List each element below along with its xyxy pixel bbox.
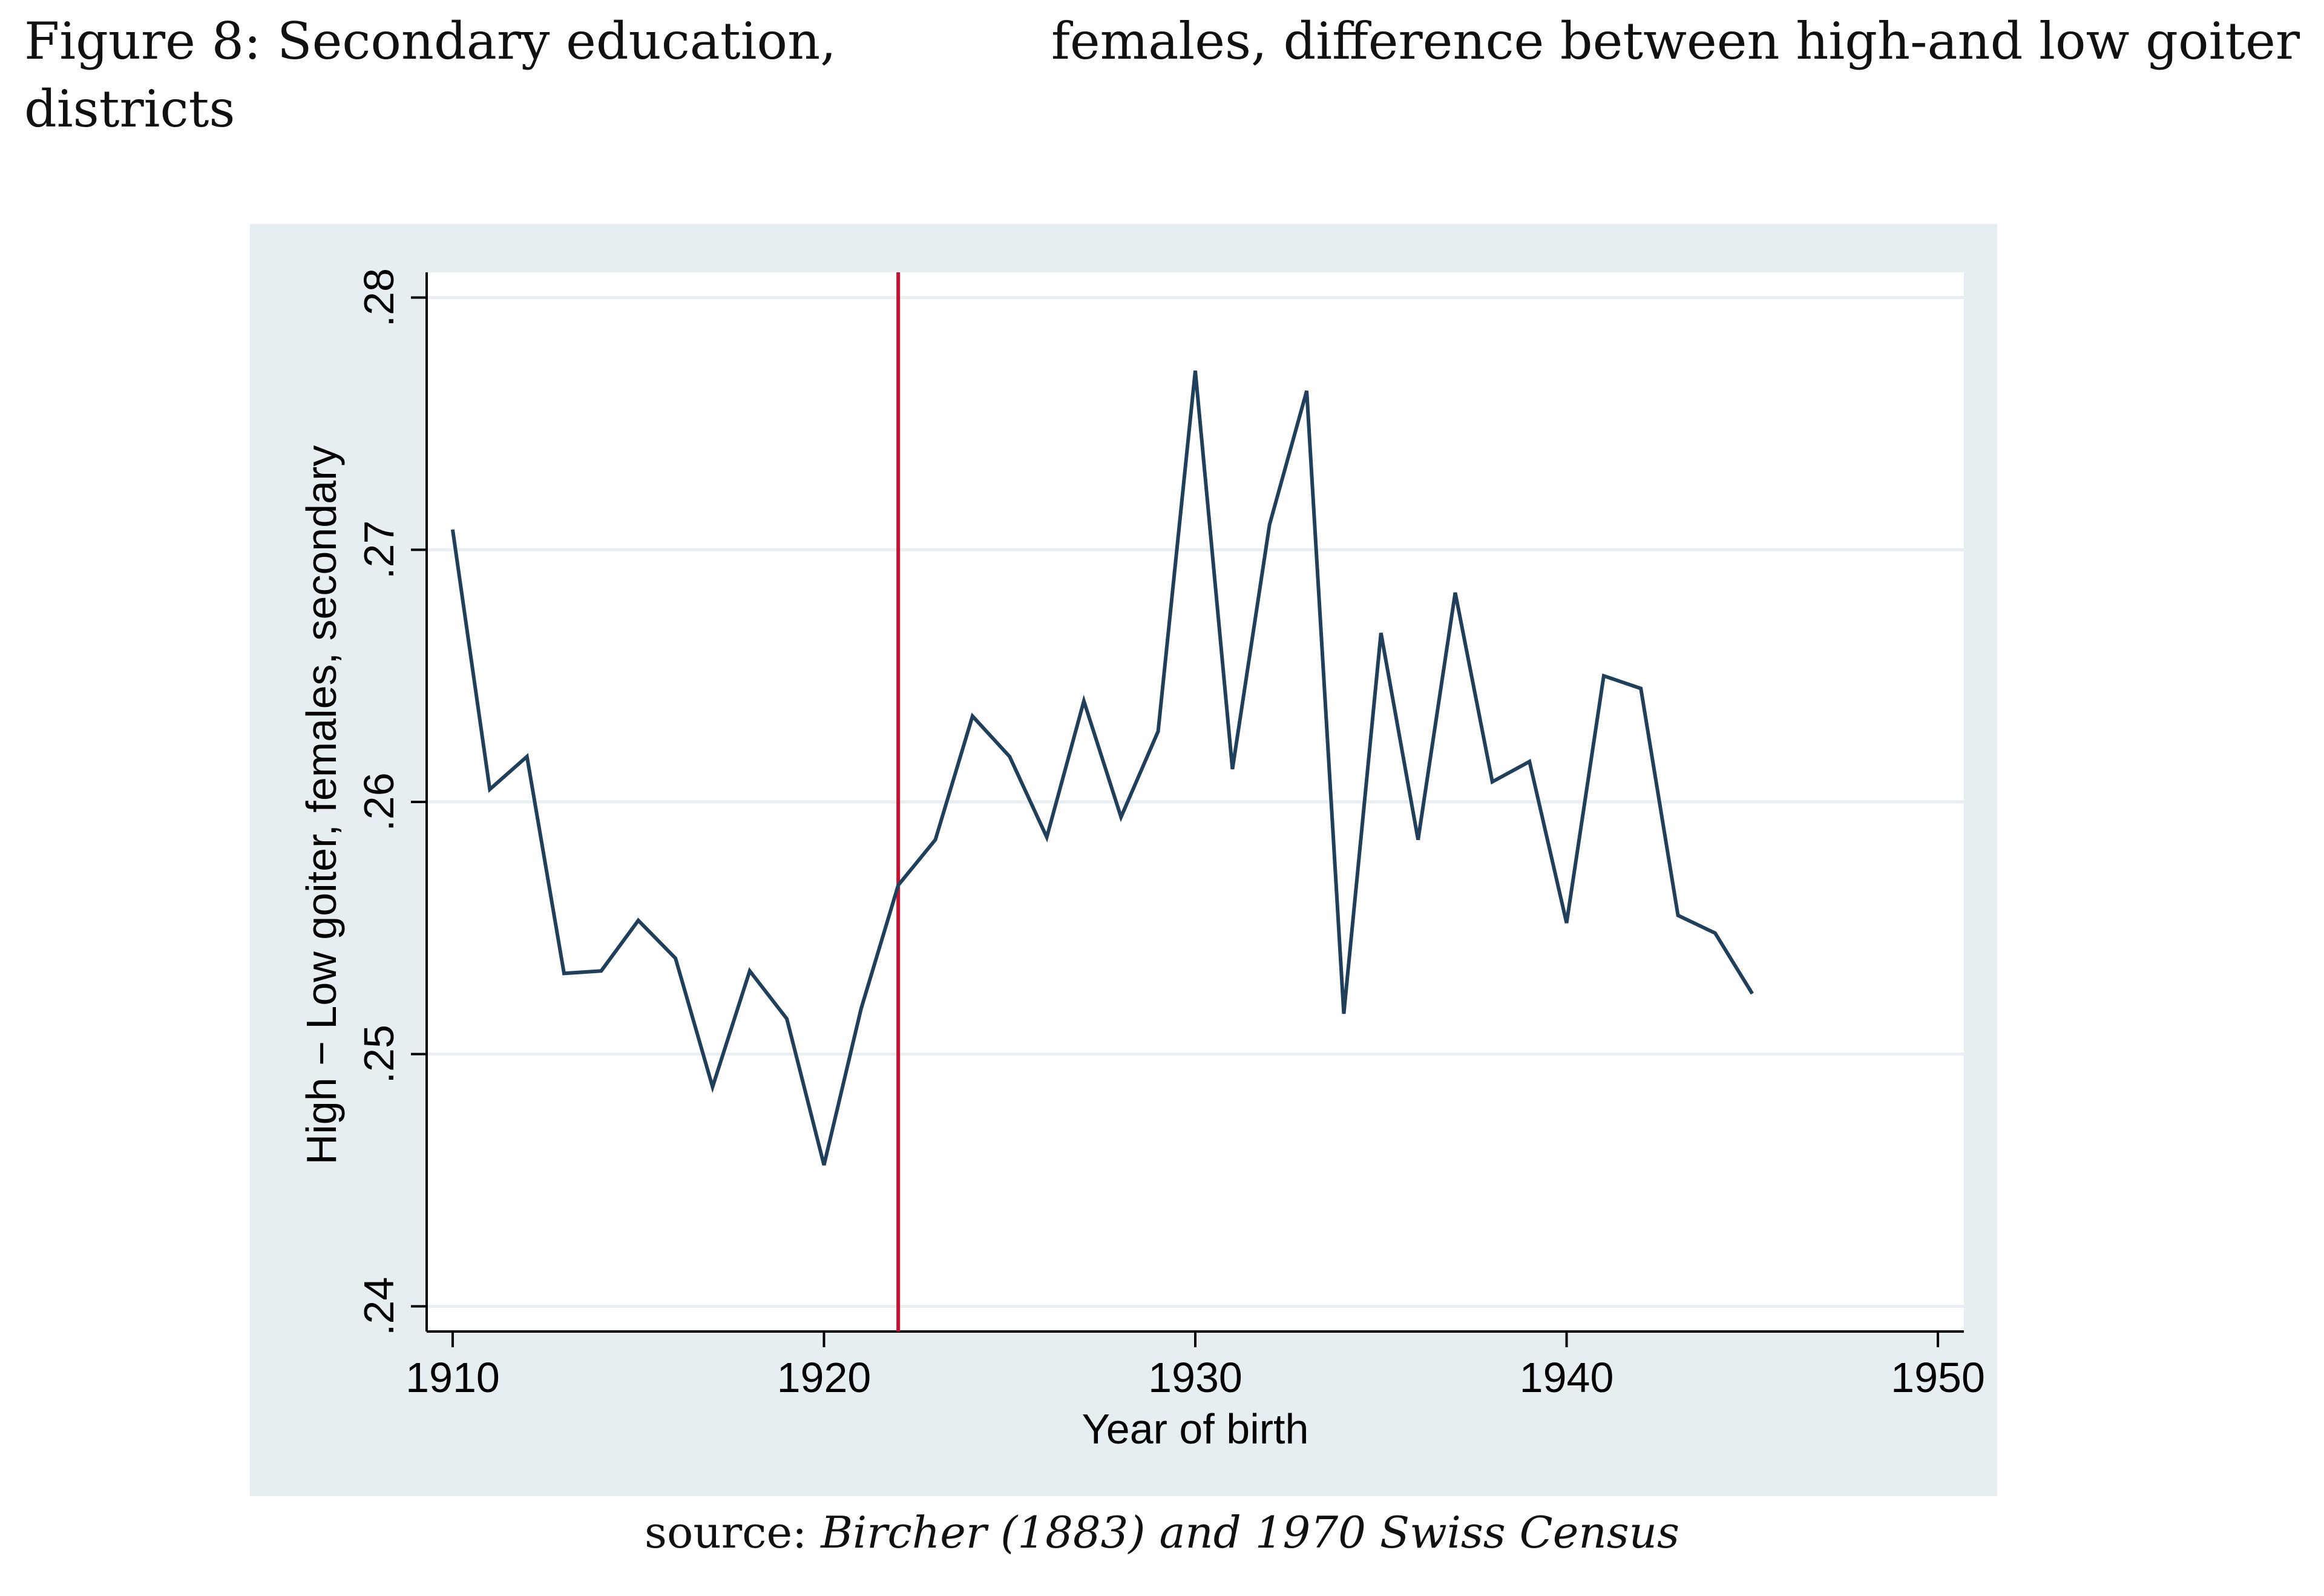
caption-part-3: districts bbox=[24, 79, 235, 139]
y-tick-label: .26 bbox=[355, 772, 402, 831]
data-point bbox=[1269, 524, 1270, 525]
data-point bbox=[1529, 761, 1530, 762]
data-point bbox=[1417, 839, 1419, 840]
data-point bbox=[1566, 922, 1567, 924]
y-tick-label: .28 bbox=[355, 268, 402, 327]
y-tick-label: .24 bbox=[355, 1277, 402, 1336]
x-tick-label: 1910 bbox=[405, 1354, 500, 1401]
x-tick-label: 1930 bbox=[1148, 1354, 1242, 1401]
data-point bbox=[935, 839, 936, 840]
source-citation: Bircher (1883) and 1970 Swiss Census bbox=[821, 1507, 1679, 1558]
figure-caption: Figure 8: Secondary education, females, … bbox=[24, 7, 2300, 143]
source-prefix: source: bbox=[645, 1507, 807, 1558]
y-tick-label: .25 bbox=[355, 1025, 402, 1083]
data-point bbox=[675, 957, 676, 959]
data-point bbox=[1195, 370, 1196, 371]
series-line bbox=[450, 370, 1754, 1166]
source-note: source: Bircher (1883) and 1970 Swiss Ce… bbox=[0, 1507, 2324, 1558]
data-point bbox=[1046, 836, 1048, 838]
data-point bbox=[1380, 632, 1382, 634]
data-point bbox=[1751, 993, 1753, 994]
caption-part-2: females, difference between high-and low… bbox=[1051, 11, 2300, 71]
gridlines bbox=[427, 296, 1964, 1308]
data-point bbox=[712, 1086, 713, 1088]
caption-part-1: Figure 8: Secondary education, bbox=[24, 11, 836, 71]
data-point bbox=[563, 973, 565, 974]
data-point bbox=[1603, 675, 1604, 677]
x-tick-label: 1920 bbox=[777, 1354, 872, 1401]
x-tick-label: 1950 bbox=[1891, 1354, 1985, 1401]
x-axis-label: Year of birth bbox=[1082, 1405, 1309, 1453]
ticks: .24 .25 .26 .27 .28 1910 1920 1930 1940 1950 bbox=[355, 268, 1985, 1401]
y-axis-label: High − Low goiter, females, secondary bbox=[298, 445, 345, 1165]
y-tick-label: .27 bbox=[355, 521, 402, 579]
series-group bbox=[450, 272, 1754, 1332]
data-point bbox=[972, 715, 973, 717]
x-tick-label: 1940 bbox=[1520, 1354, 1614, 1401]
